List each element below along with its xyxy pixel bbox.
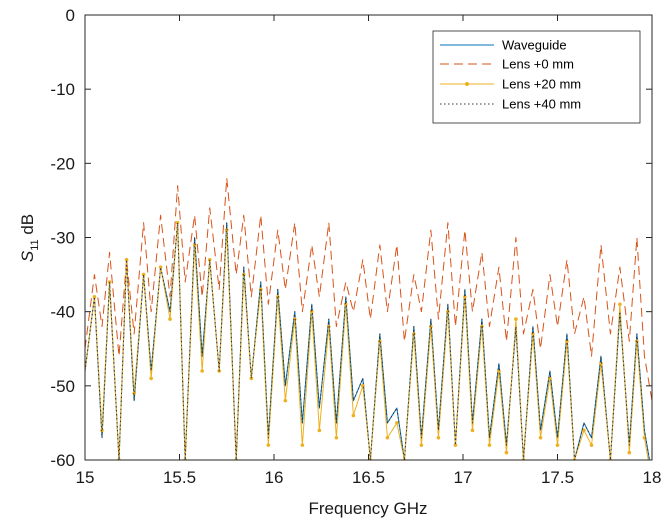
series-point-lens-20-mm (158, 265, 163, 269)
series-point-lens-20-mm (589, 443, 594, 447)
series-point-lens-20-mm (453, 443, 458, 447)
y-axis-title: S11 dB (18, 214, 41, 262)
legend-label-lens-20mm: Lens +20 mm (502, 77, 581, 92)
series-layer (85, 177, 652, 460)
series-point-lens-20-mm (378, 339, 382, 344)
y-axis-title-symbol: S (18, 250, 37, 262)
legend-label-lens-40mm: Lens +40 mm (502, 97, 581, 112)
x-tick-label: 18 (643, 468, 662, 487)
y-tick-label: -60 (50, 451, 75, 470)
series-point-lens-20-mm (635, 339, 639, 344)
series-point-lens-20-mm (283, 398, 288, 403)
series-point-lens-20-mm (168, 317, 172, 321)
series-point-lens-20-mm (149, 376, 153, 381)
x-tick-label: 17 (454, 468, 473, 487)
series-point-lens-20-mm (618, 302, 622, 307)
series-point-lens-20-mm (351, 413, 356, 418)
series-point-lens-20-mm (627, 450, 632, 455)
series-point-lens-20-mm (487, 443, 492, 447)
plot-frame (84, 14, 653, 461)
legend-marker-lens-20mm (465, 82, 469, 86)
series-point-lens-20-mm (419, 443, 424, 447)
series-point-lens-20-mm (642, 435, 647, 440)
legend-label-waveguide: Waveguide (502, 38, 567, 53)
series-point-lens-20-mm (334, 435, 339, 440)
series-point-lens-20-mm (107, 280, 112, 284)
x-tick-label: 17.5 (541, 468, 574, 487)
x-tick-label: 16.5 (352, 468, 385, 487)
series-line-lens-0-mm (85, 177, 652, 401)
legend-label-lens-0mm: Lens +0 mm (502, 57, 574, 72)
series-point-lens-20-mm (385, 435, 390, 440)
legend-entry-lens-40mm: Lens +40 mm (440, 97, 581, 112)
series-point-lens-20-mm (470, 428, 475, 433)
legend-entry-lens-20mm: Lens +20 mm (440, 77, 581, 92)
series-point-lens-20-mm (429, 324, 433, 329)
y-tick-label: -30 (50, 229, 75, 248)
x-axis-title: Frequency GHz (308, 499, 427, 518)
series-point-lens-20-mm (514, 317, 518, 321)
legend: Waveguide Lens +0 mm Lens +20 mm Lens +4… (432, 30, 641, 124)
series-point-lens-20-mm (504, 450, 509, 455)
series-point-lens-20-mm (555, 443, 560, 447)
series-point-lens-20-mm (463, 295, 467, 299)
y-tick-label: -50 (50, 377, 75, 396)
legend-box (432, 30, 641, 124)
y-axis-title-subscript: 11 (29, 239, 41, 250)
tick-labels: 15 15.5 16 16.5 17 17.5 18 0 -10 -20 -30 -40 -50 -60 (50, 6, 661, 487)
series-point-lens-20-mm (207, 257, 212, 262)
series-point-lens-20-mm (436, 435, 441, 440)
series-point-lens-20-mm (582, 428, 586, 433)
y-tick-label: 0 (66, 6, 75, 25)
series-point-lens-20-mm (92, 295, 97, 299)
series-point-lens-20-mm (141, 272, 146, 277)
series-point-lens-20-mm (395, 421, 399, 425)
series-point-lens-20-mm (538, 435, 543, 440)
y-tick-label: -40 (50, 303, 75, 322)
series-point-lens-20-mm (200, 369, 204, 373)
series-point-lens-20-mm (175, 220, 180, 225)
series-point-lens-20-mm (275, 295, 280, 299)
series-line-lens-40-mm (85, 222, 650, 460)
series-point-lens-20-mm (412, 332, 416, 336)
x-tick-label: 16 (265, 468, 284, 487)
series-point-lens-20-mm (317, 428, 322, 433)
series-point-lens-20-mm (249, 376, 254, 381)
legend-entry-lens-0mm: Lens +0 mm (440, 57, 574, 72)
series-point-lens-20-mm (300, 443, 305, 447)
x-tick-label: 15.5 (163, 468, 196, 487)
y-axis-title-unit: dB (18, 214, 37, 240)
x-tick-label: 15 (76, 468, 95, 487)
y-tick-label: -10 (50, 80, 75, 99)
y-tick-label: -20 (50, 154, 75, 173)
series-point-lens-20-mm (124, 257, 129, 262)
legend-entry-waveguide: Waveguide (440, 38, 567, 53)
series-point-lens-20-mm (266, 443, 271, 447)
